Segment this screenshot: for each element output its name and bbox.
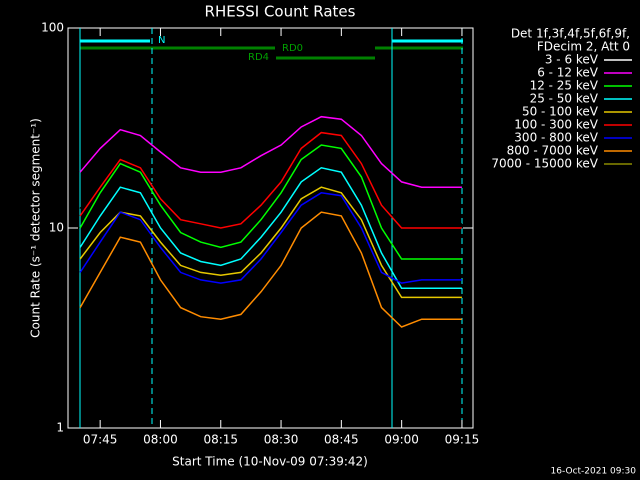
annotation: RD0 <box>282 43 303 54</box>
series-line <box>79 186 462 299</box>
legend-label: 3 - 6 keV <box>545 53 599 67</box>
x-tick-label: 08:15 <box>203 433 238 447</box>
footer: 16-Oct-2021 09:30 <box>551 467 637 477</box>
x-tick-label: 08:00 <box>143 433 178 447</box>
y-tick-label: 100 <box>41 21 64 35</box>
legend-label: 12 - 25 keV <box>530 79 599 93</box>
x-tick-label: 07:45 <box>83 433 118 447</box>
annotation: N <box>158 35 165 46</box>
legend-label: 300 - 800 keV <box>514 131 598 145</box>
x-tick-label: 09:00 <box>384 433 419 447</box>
y-tick-label: 10 <box>49 221 64 235</box>
series-line <box>79 131 462 229</box>
annotation-bars: N RD0 RD4 <box>79 28 463 428</box>
legend-header: FDecim 2, Att 0 <box>537 40 630 54</box>
series-line <box>79 211 462 328</box>
x-tick-label: 08:45 <box>324 433 359 447</box>
series-line <box>79 192 462 284</box>
chart-title: RHESSI Count Rates <box>205 3 356 21</box>
series-line <box>79 151 462 225</box>
legend-label: 100 - 300 keV <box>514 118 598 132</box>
y-tick-label: 1 <box>56 421 64 435</box>
legend-label: 7000 - 15000 keV <box>491 157 598 171</box>
legend-header: Det 1f,3f,4f,5f,6f,9f, <box>511 27 630 41</box>
legend-label: 50 - 100 keV <box>522 105 599 119</box>
x-axis-label: Start Time (10-Nov-09 07:39:42) <box>172 455 368 469</box>
x-tick-label: 08:30 <box>264 433 299 447</box>
series-line <box>79 166 462 289</box>
y-axis-label: Count Rate (s⁻¹ detector segment⁻¹) <box>29 118 43 338</box>
series-line <box>79 144 462 260</box>
legend-label: 25 - 50 keV <box>530 92 599 106</box>
legend-label: 800 - 7000 keV <box>507 144 599 158</box>
x-tick-label: 09:15 <box>445 433 480 447</box>
annotation: RD4 <box>248 52 269 63</box>
legend-label: 6 - 12 keV <box>537 66 599 80</box>
series-line <box>79 115 462 188</box>
